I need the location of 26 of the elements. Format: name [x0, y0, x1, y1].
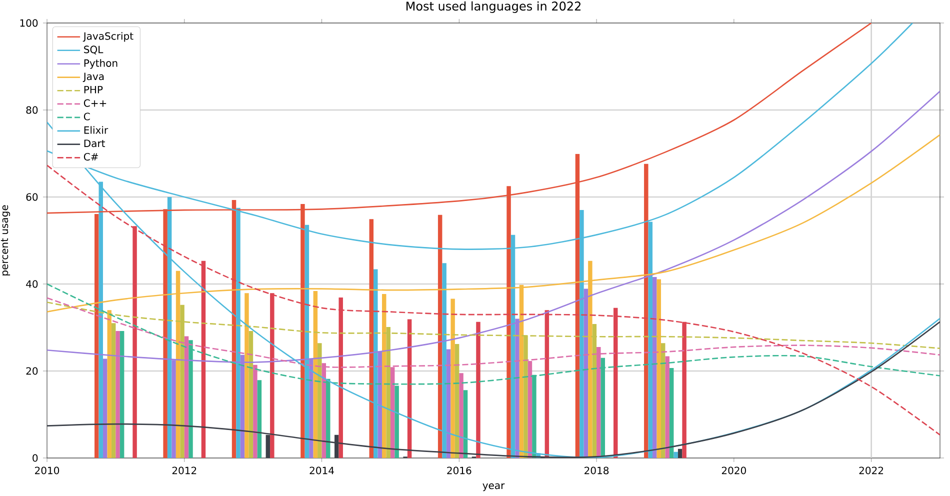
legend-label: SQL — [84, 46, 104, 54]
x-axis-title: year — [482, 483, 505, 492]
x-tick-label: 2022 — [859, 466, 884, 474]
y-tick-label: 80 — [26, 106, 38, 114]
x-tick-label: 2010 — [35, 466, 60, 474]
x-tick-label: 2012 — [172, 466, 196, 474]
y-tick-label: 100 — [20, 19, 38, 27]
legend-label: C# — [84, 152, 98, 161]
y-tick-label: 40 — [26, 280, 38, 288]
y-tick-label: 60 — [26, 193, 38, 201]
legend-label: Java — [82, 72, 104, 82]
y-axis-title: percent usage — [0, 205, 10, 276]
x-tick-label: 2018 — [584, 466, 609, 474]
x-tick-label: 2014 — [310, 466, 334, 474]
legend-label: Elixir — [84, 126, 108, 134]
legend-label: JavaScript — [82, 32, 134, 42]
chart-title: Most used languages in 2022 — [406, 1, 581, 13]
x-tick-label: 2016 — [447, 466, 472, 474]
legend-label: C — [84, 112, 90, 120]
x-tick-label: 2020 — [722, 466, 746, 474]
y-tick-label: 20 — [26, 367, 38, 375]
legend-label: C++ — [84, 99, 106, 107]
legend-label: PHP — [84, 86, 103, 94]
legend-label: Python — [84, 59, 118, 69]
legend-label: Dart — [84, 140, 106, 148]
y-tick-label: 0 — [32, 454, 38, 462]
